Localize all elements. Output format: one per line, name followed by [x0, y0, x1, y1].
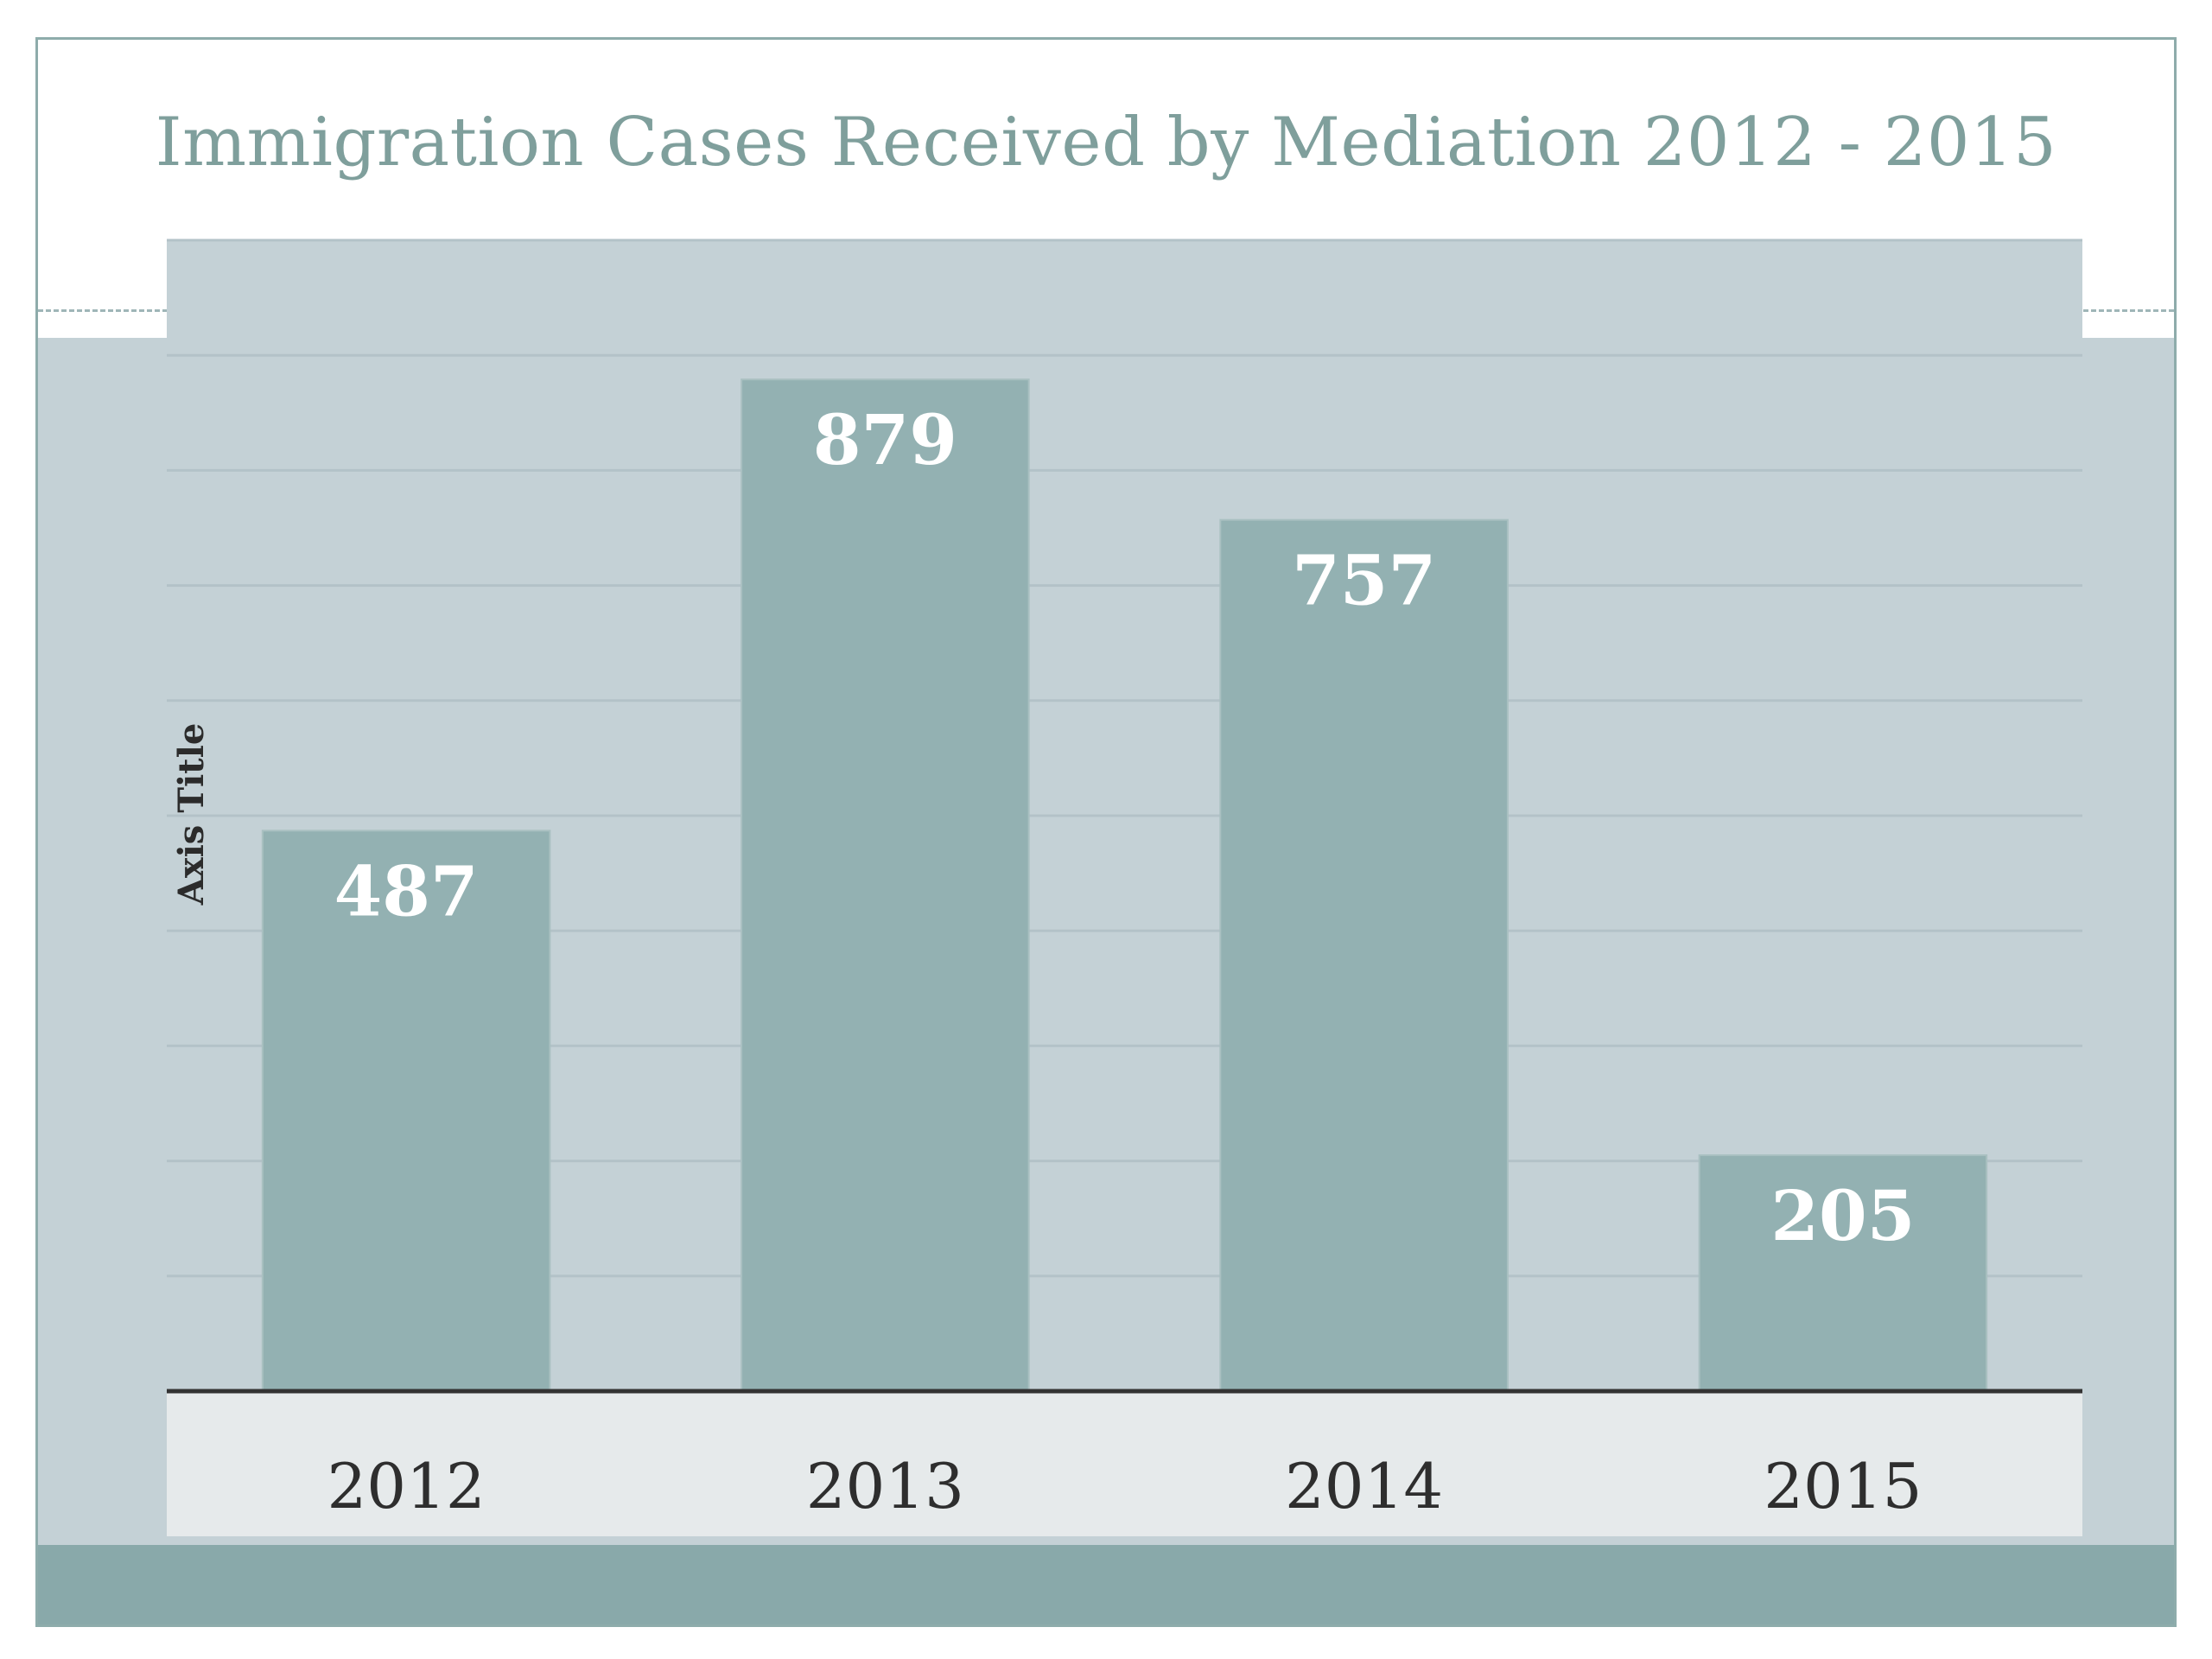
bar	[261, 830, 551, 1392]
data-label: 487	[334, 850, 479, 931]
data-label: 879	[813, 399, 957, 480]
x-tick-label: 2012	[327, 1450, 486, 1522]
x-tick-label: 2015	[1764, 1450, 1922, 1522]
chart-title: Immigration Cases Received by Mediation …	[155, 104, 2057, 181]
bar	[741, 378, 1030, 1392]
slide-footer-band	[38, 1545, 2174, 1624]
bar	[1698, 1154, 1988, 1392]
plot-area: 487 2012 879 2013 757 2014 205 2015 Axis Title	[167, 238, 2082, 1536]
data-label: 205	[1770, 1175, 1915, 1256]
category-axis-band	[167, 1391, 2082, 1536]
data-label: 757	[1292, 540, 1436, 621]
x-tick-label: 2014	[1285, 1450, 1443, 1522]
bar	[1219, 518, 1509, 1392]
y-axis-title: Axis Title	[171, 723, 212, 906]
x-tick-label: 2013	[806, 1450, 964, 1522]
